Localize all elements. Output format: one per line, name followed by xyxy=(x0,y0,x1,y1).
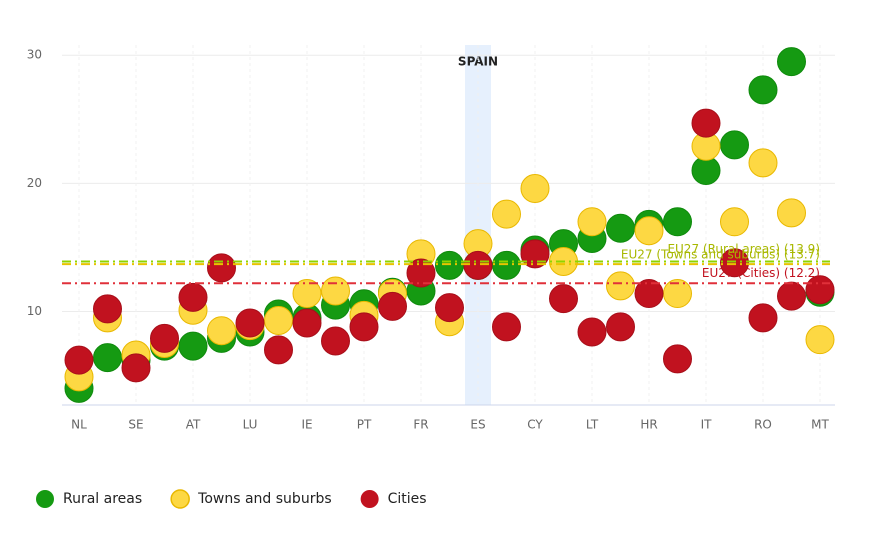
bubble xyxy=(378,291,407,321)
bubble xyxy=(663,344,692,374)
bubble xyxy=(577,317,607,347)
highlight-label: SPAIN xyxy=(458,55,498,69)
bubble xyxy=(634,216,664,246)
bubble xyxy=(178,331,208,361)
x-tick-label: IE xyxy=(301,418,312,432)
x-tick-label: LT xyxy=(586,418,599,432)
bubble xyxy=(264,335,293,365)
bubble xyxy=(777,47,806,77)
bubble xyxy=(292,279,322,309)
bubble xyxy=(321,326,350,356)
x-tick-label: ES xyxy=(470,418,485,432)
x-tick-label: SE xyxy=(128,418,143,432)
x-tick-label: MT xyxy=(811,418,829,432)
x-tick-label: RO xyxy=(754,418,772,432)
legend-label: Rural areas xyxy=(63,491,142,507)
legend-marker xyxy=(36,490,54,508)
x-tick-label: IT xyxy=(701,418,713,432)
bubble xyxy=(121,353,151,383)
bubble xyxy=(463,250,493,280)
y-tick-label: 30 xyxy=(27,48,42,62)
bubble xyxy=(805,325,835,355)
x-tick-label: CY xyxy=(527,418,543,432)
bubble xyxy=(606,213,635,243)
bubble xyxy=(321,276,350,306)
bubble xyxy=(691,108,721,138)
bubble xyxy=(435,293,464,323)
bubble xyxy=(805,275,835,305)
x-tick-label: FR xyxy=(413,418,428,432)
bubble xyxy=(720,207,749,237)
bubble xyxy=(207,316,236,346)
bubble xyxy=(691,156,721,186)
bubble xyxy=(748,303,778,333)
bubble xyxy=(492,199,521,229)
bubble xyxy=(720,130,749,160)
bubble xyxy=(777,281,806,311)
bubble xyxy=(606,271,635,301)
x-tick-label: LU xyxy=(243,418,258,432)
bubble xyxy=(292,308,322,338)
legend-label: Towns and suburbs xyxy=(197,491,331,507)
legend-marker xyxy=(170,489,190,509)
x-tick-label: HR xyxy=(640,418,657,432)
bubble xyxy=(634,279,664,309)
bubble xyxy=(777,198,806,228)
bubble xyxy=(520,173,550,203)
bubble xyxy=(663,207,692,237)
legend-marker xyxy=(360,490,379,508)
bubble xyxy=(492,312,521,342)
bubble xyxy=(748,148,778,178)
x-tick-label: AT xyxy=(186,418,201,432)
bubble xyxy=(606,312,635,342)
legend-label: Cities xyxy=(388,491,427,507)
bubble xyxy=(64,345,94,375)
y-tick-label: 20 xyxy=(27,176,42,190)
y-tick-label: 10 xyxy=(27,304,42,318)
bubble xyxy=(748,75,778,105)
bubble xyxy=(435,250,464,280)
bubble xyxy=(93,343,122,373)
bubble xyxy=(178,282,208,312)
bubble xyxy=(577,207,607,237)
bubble xyxy=(349,312,379,342)
x-tick-label: NL xyxy=(71,418,87,432)
bubble xyxy=(93,294,122,324)
bubble xyxy=(492,250,521,280)
bubble xyxy=(264,305,293,335)
bubble xyxy=(207,253,236,283)
bubble xyxy=(235,308,265,338)
bubble xyxy=(720,248,749,278)
bubble xyxy=(150,323,179,353)
reference-label: EU27 (Cities) (12.2) xyxy=(702,266,820,280)
bubble xyxy=(406,258,436,288)
reference-label: EU27 (Rural areas) (13.9) xyxy=(667,242,820,256)
bubble xyxy=(549,284,578,314)
reference-label: EU27 (Towns and suburbs) (13.7) xyxy=(621,248,820,262)
x-tick-label: PT xyxy=(357,418,372,432)
